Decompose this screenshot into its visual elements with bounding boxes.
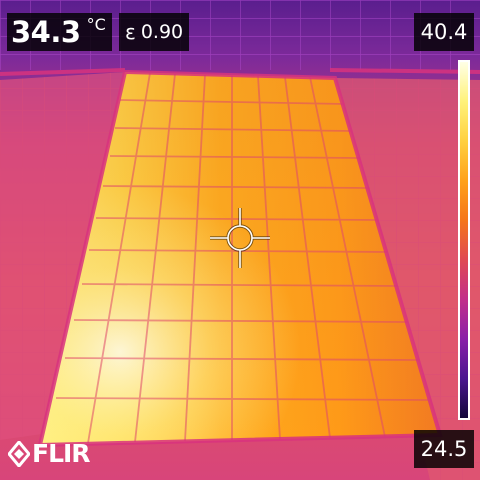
flir-logo-text: FLIR	[32, 439, 91, 468]
crosshair-icon	[210, 208, 270, 268]
temperature-unit: °C	[86, 15, 106, 34]
emissivity-readout: ε 0.90	[119, 13, 190, 51]
scale-min-label: 24.5	[414, 430, 474, 468]
flir-logo: FLIR	[8, 439, 91, 468]
emissivity-symbol: ε	[125, 20, 136, 44]
emissivity-value: 0.90	[140, 21, 184, 43]
color-scale-bar	[458, 60, 470, 420]
spot-temperature-readout: 34.3 °C	[7, 13, 112, 51]
spot-temperature-value: 34.3	[11, 15, 81, 49]
flir-diamond-icon	[8, 440, 30, 467]
scale-max-label: 40.4	[414, 13, 474, 51]
